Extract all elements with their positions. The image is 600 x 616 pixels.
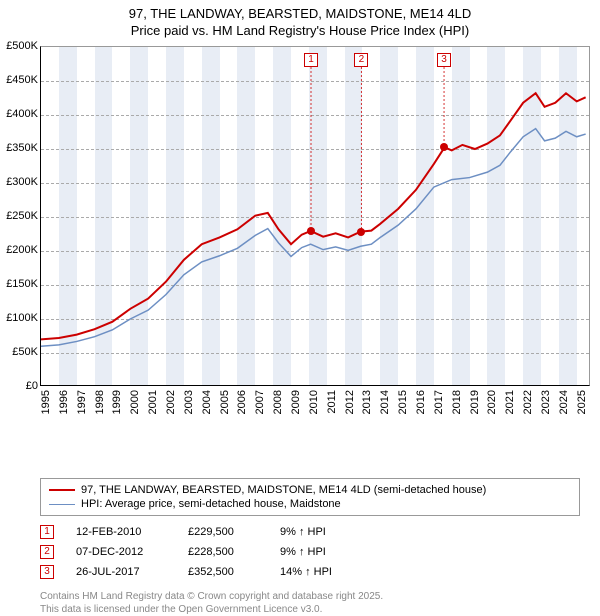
sale-marker-box: 1 bbox=[304, 53, 318, 67]
transaction-row: 2 07-DEC-2012 £228,500 9% ↑ HPI bbox=[40, 542, 580, 562]
transaction-date: 07-DEC-2012 bbox=[76, 546, 166, 558]
chart-title-line1: 97, THE LANDWAY, BEARSTED, MAIDSTONE, ME… bbox=[0, 6, 600, 21]
legend: 97, THE LANDWAY, BEARSTED, MAIDSTONE, ME… bbox=[40, 478, 580, 516]
y-tick-label: £250K bbox=[0, 210, 38, 222]
transaction-change: 14% ↑ HPI bbox=[280, 566, 370, 578]
y-tick-label: £300K bbox=[0, 176, 38, 188]
y-tick-label: £50K bbox=[0, 346, 38, 358]
footer-line2: This data is licensed under the Open Gov… bbox=[40, 603, 580, 616]
legend-label: HPI: Average price, semi-detached house,… bbox=[81, 498, 341, 510]
transaction-table: 1 12-FEB-2010 £229,500 9% ↑ HPI 2 07-DEC-2012… bbox=[40, 522, 580, 582]
chart-title-line2: Price paid vs. HM Land Registry's House … bbox=[0, 23, 600, 38]
transaction-change: 9% ↑ HPI bbox=[280, 546, 370, 558]
y-tick-label: £400K bbox=[0, 108, 38, 120]
chart-container: 1 2 3 £0 £50K £100K £150K £200K £250K £300K £350K… bbox=[0, 40, 600, 430]
footer: Contains HM Land Registry data © Crown c… bbox=[40, 590, 580, 616]
transaction-price: £352,500 bbox=[188, 566, 258, 578]
y-tick-label: £350K bbox=[0, 142, 38, 154]
series-property bbox=[41, 93, 586, 339]
transaction-price: £228,500 bbox=[188, 546, 258, 558]
transaction-marker: 1 bbox=[40, 525, 54, 539]
footer-line1: Contains HM Land Registry data © Crown c… bbox=[40, 590, 580, 603]
sale-dot bbox=[307, 227, 315, 235]
legend-swatch bbox=[49, 489, 75, 491]
chart-lines bbox=[41, 47, 589, 385]
sale-dot bbox=[440, 143, 448, 151]
y-tick-label: £450K bbox=[0, 74, 38, 86]
transaction-row: 3 26-JUL-2017 £352,500 14% ↑ HPI bbox=[40, 562, 580, 582]
transaction-change: 9% ↑ HPI bbox=[280, 526, 370, 538]
legend-item: 97, THE LANDWAY, BEARSTED, MAIDSTONE, ME… bbox=[49, 483, 571, 497]
transaction-date: 26-JUL-2017 bbox=[76, 566, 166, 578]
y-tick-label: £0 bbox=[0, 380, 38, 392]
plot-area: 1 2 3 bbox=[40, 46, 590, 386]
sale-marker-box: 3 bbox=[437, 53, 451, 67]
legend-item: HPI: Average price, semi-detached house,… bbox=[49, 497, 571, 511]
sale-dot bbox=[357, 228, 365, 236]
y-tick-label: £100K bbox=[0, 312, 38, 324]
legend-swatch bbox=[49, 504, 75, 505]
y-tick-label: £150K bbox=[0, 278, 38, 290]
transaction-marker: 3 bbox=[40, 565, 54, 579]
legend-label: 97, THE LANDWAY, BEARSTED, MAIDSTONE, ME… bbox=[81, 484, 486, 496]
x-tick-label: 2025 bbox=[576, 390, 600, 414]
sale-marker-box: 2 bbox=[354, 53, 368, 67]
y-tick-label: £500K bbox=[0, 40, 38, 52]
transaction-date: 12-FEB-2010 bbox=[76, 526, 166, 538]
transaction-price: £229,500 bbox=[188, 526, 258, 538]
transaction-row: 1 12-FEB-2010 £229,500 9% ↑ HPI bbox=[40, 522, 580, 542]
y-tick-label: £200K bbox=[0, 244, 38, 256]
transaction-marker: 2 bbox=[40, 545, 54, 559]
chart-title-area: 97, THE LANDWAY, BEARSTED, MAIDSTONE, ME… bbox=[0, 0, 600, 40]
